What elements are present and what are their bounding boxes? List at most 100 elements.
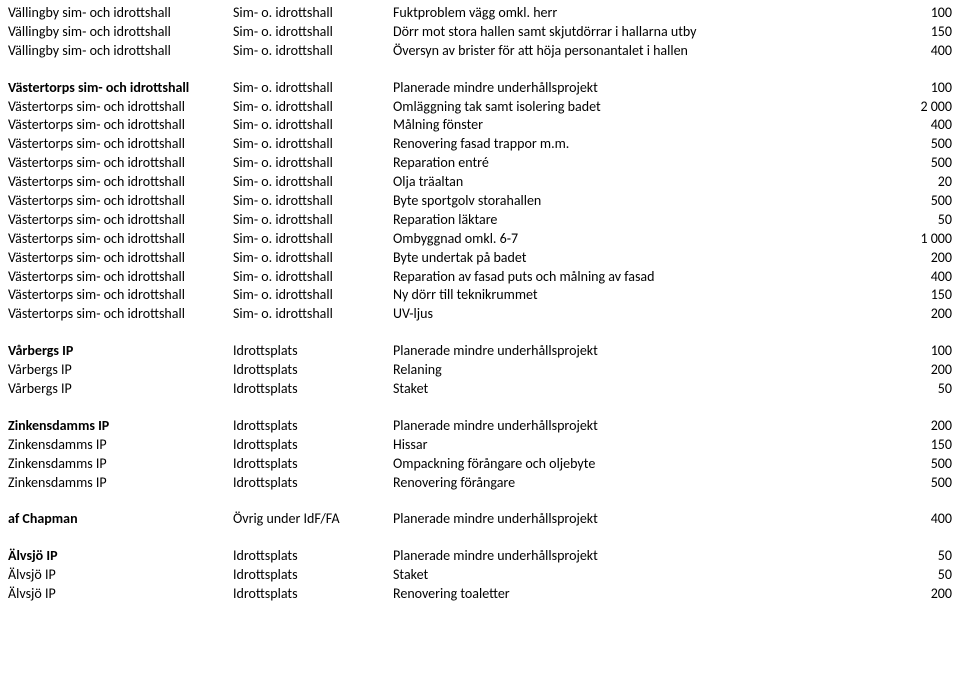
- amount: 200: [897, 361, 952, 380]
- table-row: Vällingby sim- och idrottshallSim- o. id…: [8, 4, 952, 23]
- facility-type: Sim- o. idrottshall: [233, 268, 393, 287]
- facility-type: Sim- o. idrottshall: [233, 23, 393, 42]
- amount: 200: [897, 585, 952, 604]
- amount: 200: [897, 249, 952, 268]
- project-description: Planerade mindre underhållsprojekt: [393, 342, 897, 361]
- table-row: Vällingby sim- och idrottshallSim- o. id…: [8, 23, 952, 42]
- table-row: Västertorps sim- och idrottshallSim- o. …: [8, 305, 952, 324]
- amount: 50: [897, 211, 952, 230]
- table-row: Älvsjö IPIdrottsplatsStaket50: [8, 566, 952, 585]
- amount: 50: [897, 380, 952, 399]
- amount: 50: [897, 566, 952, 585]
- project-description: Byte undertak på badet: [393, 249, 897, 268]
- section-gap: [8, 399, 952, 417]
- facility-type: Idrottsplats: [233, 361, 393, 380]
- facility-name: Västertorps sim- och idrottshall: [8, 154, 233, 173]
- amount: 400: [897, 510, 952, 529]
- table-row: Västertorps sim- och idrottshallSim- o. …: [8, 268, 952, 287]
- facility-name: Västertorps sim- och idrottshall: [8, 305, 233, 324]
- facility-name: Västertorps sim- och idrottshall: [8, 116, 233, 135]
- facility-type: Idrottsplats: [233, 436, 393, 455]
- facility-type: Sim- o. idrottshall: [233, 98, 393, 117]
- amount: 150: [897, 23, 952, 42]
- document-page: Vällingby sim- och idrottshallSim- o. id…: [0, 0, 960, 608]
- facility-type: Idrottsplats: [233, 417, 393, 436]
- table-row: Zinkensdamms IPIdrottsplatsRenovering fö…: [8, 474, 952, 493]
- section-gap: [8, 324, 952, 342]
- amount: 20: [897, 173, 952, 192]
- project-description: Renovering fasad trappor m.m.: [393, 135, 897, 154]
- facility-name: Västertorps sim- och idrottshall: [8, 173, 233, 192]
- facility-name: Västertorps sim- och idrottshall: [8, 98, 233, 117]
- amount: 500: [897, 135, 952, 154]
- amount: 50: [897, 547, 952, 566]
- facility-name: Zinkensdamms IP: [8, 436, 233, 455]
- facility-name: Vårbergs IP: [8, 342, 233, 361]
- project-description: Renovering toaletter: [393, 585, 897, 604]
- facility-name: Västertorps sim- och idrottshall: [8, 135, 233, 154]
- facility-type: Sim- o. idrottshall: [233, 249, 393, 268]
- project-description: Staket: [393, 380, 897, 399]
- section-gap: [8, 61, 952, 79]
- amount: 150: [897, 286, 952, 305]
- table-row: Älvsjö IPIdrottsplatsRenovering toalette…: [8, 585, 952, 604]
- facility-name: Västertorps sim- och idrottshall: [8, 192, 233, 211]
- project-description: Reparation läktare: [393, 211, 897, 230]
- project-description: Relaning: [393, 361, 897, 380]
- project-description: Renovering förångare: [393, 474, 897, 493]
- facility-type: Sim- o. idrottshall: [233, 211, 393, 230]
- table-row: Västertorps sim- och idrottshallSim- o. …: [8, 286, 952, 305]
- table-row: af ChapmanÖvrig under IdF/FAPlanerade mi…: [8, 510, 952, 529]
- table-row: Västertorps sim- och idrottshallSim- o. …: [8, 154, 952, 173]
- facility-type: Idrottsplats: [233, 566, 393, 585]
- table-row: Västertorps sim- och idrottshallSim- o. …: [8, 98, 952, 117]
- table-row: Västertorps sim- och idrottshallSim- o. …: [8, 192, 952, 211]
- project-description: Dörr mot stora hallen samt skjutdörrar i…: [393, 23, 897, 42]
- project-description: Ompackning förångare och oljebyte: [393, 455, 897, 474]
- facility-name: Västertorps sim- och idrottshall: [8, 268, 233, 287]
- table-row: Vällingby sim- och idrottshallSim- o. id…: [8, 42, 952, 61]
- table-row: Västertorps sim- och idrottshallSim- o. …: [8, 249, 952, 268]
- table-row: Vårbergs IPIdrottsplatsRelaning200: [8, 361, 952, 380]
- facility-type: Sim- o. idrottshall: [233, 305, 393, 324]
- amount: 500: [897, 154, 952, 173]
- facility-name: Vårbergs IP: [8, 361, 233, 380]
- project-description: Omläggning tak samt isolering badet: [393, 98, 897, 117]
- project-description: Översyn av brister för att höja personan…: [393, 42, 897, 61]
- facility-name: Västertorps sim- och idrottshall: [8, 79, 233, 98]
- table-row: Västertorps sim- och idrottshallSim- o. …: [8, 211, 952, 230]
- facility-name: Zinkensdamms IP: [8, 455, 233, 474]
- table-row: Västertorps sim- och idrottshallSim- o. …: [8, 230, 952, 249]
- amount: 100: [897, 4, 952, 23]
- facility-name: Västertorps sim- och idrottshall: [8, 230, 233, 249]
- amount: 500: [897, 192, 952, 211]
- project-description: Hissar: [393, 436, 897, 455]
- project-description: Byte sportgolv storahallen: [393, 192, 897, 211]
- facility-type: Idrottsplats: [233, 474, 393, 493]
- facility-type: Idrottsplats: [233, 342, 393, 361]
- table-row: Vårbergs IPIdrottsplatsPlanerade mindre …: [8, 342, 952, 361]
- facility-type: Sim- o. idrottshall: [233, 286, 393, 305]
- project-description: UV-ljus: [393, 305, 897, 324]
- facility-name: Västertorps sim- och idrottshall: [8, 249, 233, 268]
- amount: 100: [897, 342, 952, 361]
- table-row: Västertorps sim- och idrottshallSim- o. …: [8, 116, 952, 135]
- facility-name: Vällingby sim- och idrottshall: [8, 23, 233, 42]
- facility-type: Sim- o. idrottshall: [233, 116, 393, 135]
- table-row: Älvsjö IPIdrottsplatsPlanerade mindre un…: [8, 547, 952, 566]
- facility-type: Sim- o. idrottshall: [233, 79, 393, 98]
- facility-type: Idrottsplats: [233, 380, 393, 399]
- amount: 200: [897, 305, 952, 324]
- facility-name: Älvsjö IP: [8, 585, 233, 604]
- facility-name: Vällingby sim- och idrottshall: [8, 4, 233, 23]
- facility-type: Sim- o. idrottshall: [233, 154, 393, 173]
- facility-type: Sim- o. idrottshall: [233, 230, 393, 249]
- facility-type: Idrottsplats: [233, 455, 393, 474]
- facility-name: Västertorps sim- och idrottshall: [8, 286, 233, 305]
- amount: 200: [897, 417, 952, 436]
- facility-name: Älvsjö IP: [8, 547, 233, 566]
- section-gap: [8, 492, 952, 510]
- project-description: Planerade mindre underhållsprojekt: [393, 79, 897, 98]
- table-row: Västertorps sim- och idrottshallSim- o. …: [8, 173, 952, 192]
- project-description: Fuktproblem vägg omkl. herr: [393, 4, 897, 23]
